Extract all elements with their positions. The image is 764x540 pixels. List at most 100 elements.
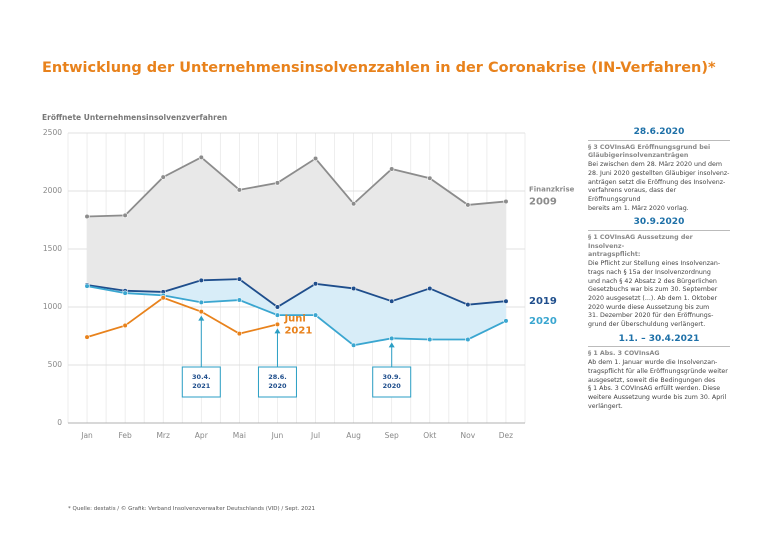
- x-tick-label: Mrz: [156, 431, 170, 440]
- data-point: [198, 299, 204, 305]
- x-tick-label: Feb: [118, 431, 132, 440]
- note-text: 2020 wurde diese Aussetzung bis zum: [588, 303, 710, 311]
- series-line: [86, 285, 507, 347]
- note-text: Gesetzbuchs war bis zum 30. September: [588, 286, 718, 294]
- x-tick-label: Aug: [346, 431, 361, 440]
- annotation-text: 28.6.: [268, 373, 287, 381]
- data-point: [465, 202, 471, 208]
- data-point: [198, 309, 204, 315]
- note-text: grund der Überschuldung verlängert.: [588, 321, 706, 329]
- y-axis-label: Eröffnete Unternehmensinsolvenzverfahren: [42, 113, 227, 122]
- annotation-box: [181, 366, 221, 398]
- note-text: Die Pflicht zur Stellung eines Insolvenz…: [588, 260, 721, 268]
- annotation-text: 2021: [192, 382, 211, 390]
- series-label: Juni: [283, 313, 305, 324]
- note-text: Ab dem 1. Januar wurde die Insolvenzan-: [588, 359, 718, 367]
- data-point: [312, 155, 319, 162]
- data-point: [427, 175, 433, 181]
- note-heading: 30.9.2020: [588, 218, 730, 232]
- note-heading: 28.6.2020: [588, 128, 730, 141]
- annotation-text: 2020: [268, 382, 287, 390]
- data-point: [351, 285, 357, 292]
- note-subheading: Gläubigerinsolvenzanträgen: [588, 152, 689, 160]
- y-tick-label: 500: [48, 360, 63, 369]
- note-text: § 1 Abs. 3 COVInsAG erfüllt werden. Dies…: [588, 385, 721, 393]
- chart-title: Entwicklung der Unternehmensinsolvenzzah…: [42, 60, 716, 76]
- data-point: [465, 302, 471, 308]
- note-text: anträgen setzt die Eröffnung des Insolve…: [588, 178, 726, 186]
- note-text: und nach § 42 Absatz 2 des Bürgerlichen: [588, 277, 717, 285]
- series-label: 2020: [529, 316, 557, 327]
- note-text: 2020 ausgesetzt (...). Ab dem 1. Oktober: [588, 294, 718, 302]
- band-fill: [87, 157, 506, 307]
- annotation-box: [372, 366, 412, 398]
- y-tick-label: 0: [57, 418, 62, 427]
- data-point: [503, 198, 509, 205]
- note-text: tragspflicht für alle Eröffnungsgründe w…: [588, 367, 728, 375]
- band-fill: [87, 279, 506, 346]
- note: 28.6.2020 § 3 COVInsAG Eröffnungsgrund be…: [588, 128, 730, 213]
- x-tick-label: Apr: [195, 431, 209, 440]
- data-point: [465, 336, 471, 343]
- data-point: [503, 318, 509, 324]
- data-point: [84, 283, 90, 289]
- note-subheading: § 1 COVInsAG Aussetzung der Insolvenz-: [588, 234, 693, 250]
- data-point: [389, 166, 395, 172]
- note-subheading: § 3 COVInsAG Eröffnungsgrund bei: [588, 143, 711, 151]
- series-label: 2021: [284, 325, 312, 336]
- x-tick-label: Jun: [271, 431, 284, 440]
- annotation-text: 30.4.: [192, 373, 211, 381]
- annotation-arrowhead: [198, 315, 205, 321]
- x-tick-label: Jul: [310, 431, 320, 440]
- data-point: [198, 277, 204, 283]
- annotation-text: 30.9.: [382, 373, 401, 381]
- note-text: bereits am 1. März 2020 vorlag.: [588, 204, 689, 212]
- data-point: [84, 213, 90, 220]
- x-tick-label: Nov: [461, 431, 476, 440]
- note-subheading: antragspflicht:: [588, 251, 641, 259]
- data-point: [236, 331, 242, 337]
- note: 1.1. – 30.4.2021 § 1 Abs. 3 COVInsAG Ab de…: [588, 334, 730, 412]
- y-tick-label: 1000: [43, 302, 62, 311]
- note-text: trags nach § 15a der Insolvenzordnung: [588, 268, 711, 276]
- data-point: [427, 285, 433, 292]
- data-point: [351, 342, 357, 348]
- note-text: verfahrens voraus, dass der Eröffnungsgr…: [588, 187, 677, 203]
- y-tick-label: 1500: [43, 244, 62, 253]
- data-point: [84, 334, 90, 340]
- data-point: [312, 281, 319, 287]
- data-point: [122, 322, 128, 329]
- data-point: [236, 276, 242, 282]
- data-point: [389, 298, 395, 304]
- notes-panel: 28.6.2020 § 3 COVInsAG Eröffnungsgrund be…: [588, 128, 730, 416]
- x-tick-label: Sep: [385, 431, 399, 440]
- note-text: verlängert.: [588, 402, 623, 410]
- annotation-arrowhead: [388, 342, 395, 348]
- data-point: [122, 212, 128, 218]
- x-tick-label: Mai: [233, 431, 246, 440]
- note-text: 28. Juni 2020 gestellten Gläubiger insol…: [588, 169, 730, 177]
- series-label: 2019: [529, 296, 557, 307]
- data-point: [160, 295, 166, 301]
- data-point: [389, 335, 395, 341]
- note-text: 31. Dezember 2020 für den Eröffnungs-: [588, 312, 714, 320]
- x-tick-label: Dez: [499, 431, 513, 440]
- note-text: Bei zwischen dem 28. März 2020 und dem: [588, 161, 722, 169]
- x-tick-label: Jan: [80, 431, 93, 440]
- series-label: 2009: [529, 196, 557, 207]
- data-point: [198, 154, 204, 160]
- data-point: [160, 174, 166, 180]
- note-text: ausgesetzt, soweit die Bedingungen des: [588, 376, 716, 384]
- data-point: [503, 298, 509, 304]
- data-point: [274, 304, 281, 310]
- annotation-box: [257, 366, 297, 398]
- series-label: Finanzkrise: [529, 185, 575, 193]
- data-point: [427, 336, 433, 343]
- note-text: weitere Aussetzung wurde bis zum 30. Apr…: [588, 393, 727, 401]
- data-point: [274, 321, 281, 328]
- y-tick-label: 2500: [43, 128, 62, 137]
- note-subheading: § 1 Abs. 3 COVInsAG: [588, 350, 660, 358]
- note: 30.9.2020 § 1 COVInsAG Aussetzung der Ins…: [588, 218, 730, 329]
